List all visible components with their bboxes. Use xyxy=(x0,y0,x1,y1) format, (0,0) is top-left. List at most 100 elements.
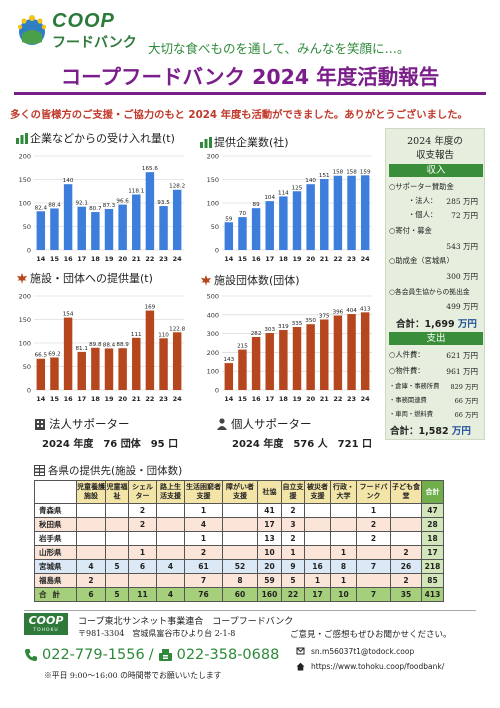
phone-fax-separator: / xyxy=(148,647,154,663)
footer-url-row: https://www.tohoku.coop/foodbank/ xyxy=(296,662,444,671)
footer-feedback-note: ご意見・ご感想もぜひお聞かせください。 xyxy=(290,630,452,640)
y-tick-label: 200 xyxy=(19,153,31,161)
table-cell: 9 xyxy=(281,559,305,574)
y-tick-label: 0 xyxy=(215,387,219,395)
table-cell: 2 xyxy=(128,517,157,532)
bar xyxy=(251,336,261,390)
data-label: 151 xyxy=(319,173,330,179)
footer-email[interactable]: sn.m56037t1@todock.coop xyxy=(311,647,415,656)
expense-label: ・事務関連費 xyxy=(389,397,427,404)
table-row: 青森県 2 1 41 2 1 47 xyxy=(34,503,444,518)
bar xyxy=(159,338,168,390)
data-label: 80.7 xyxy=(89,206,102,212)
table-cell: 160 xyxy=(257,587,282,602)
table-cell xyxy=(156,531,185,546)
bar xyxy=(360,175,370,250)
expense-value: 829 万円 xyxy=(450,383,478,391)
x-tick-label: 14 xyxy=(36,395,46,403)
x-tick-label: 17 xyxy=(77,255,86,263)
income-label: ○サポーター賛助金 xyxy=(389,182,454,191)
table-cell xyxy=(156,503,185,518)
col-header: 路上生活支援 xyxy=(156,480,185,504)
data-label: 154 xyxy=(63,312,74,318)
x-tick-label: 16 xyxy=(64,395,74,403)
bar xyxy=(265,333,274,390)
table-icon xyxy=(34,465,45,476)
y-tick-label: 100 xyxy=(207,200,219,208)
table-cell: 2 xyxy=(356,517,391,532)
intro-text: 多くの皆様方のご支援・ご協力のもと 2024 年度も活動ができました。ありがとう… xyxy=(10,109,468,121)
table-header-row: 児童養護施設 児童福祉 シェルター 路上生活支援 生活困窮者支援 障がい者支援 … xyxy=(34,480,444,504)
table-cell xyxy=(128,573,157,588)
table-cell: 7 xyxy=(356,587,391,602)
data-label: 70 xyxy=(239,211,247,217)
data-label: 165.6 xyxy=(142,166,158,172)
row-total-cell: 413 xyxy=(421,587,444,602)
footer-url[interactable]: https://www.tohoku.coop/foodbank/ xyxy=(311,662,445,671)
contact-phone-row: 022-779-1556 / 022-358-0688 xyxy=(24,647,279,663)
table-cell: 1 xyxy=(330,573,357,588)
col-header: 自立支援 xyxy=(281,480,305,504)
table-cell: 2 xyxy=(390,573,422,588)
table-cell xyxy=(156,573,185,588)
x-tick-label: 17 xyxy=(77,395,86,403)
title-divider xyxy=(14,92,486,95)
table-cell xyxy=(304,531,331,546)
chart-received-tonnage: 0 50 100 150 200 82.4 14 88.4 15 140 16 92.1 17 80.7 1… xyxy=(19,153,186,264)
bar xyxy=(118,348,127,390)
page-title: コープフードバンク 2024 年度活動報告 xyxy=(60,65,440,89)
table-cell xyxy=(128,531,157,546)
income-label: ○各会員生協からの拠出金 xyxy=(389,288,470,296)
data-label: 128.2 xyxy=(169,184,185,190)
phone-number[interactable]: 022-779-1556 xyxy=(42,647,145,663)
data-label: 215 xyxy=(237,344,248,350)
table-cell xyxy=(304,503,331,518)
expense-total-row: 合計：1,582 万円 xyxy=(390,423,471,437)
table-cell: 1 xyxy=(330,545,357,560)
bar xyxy=(306,324,315,390)
table-cell: 1 xyxy=(184,503,223,518)
table-cell: 2 xyxy=(76,573,106,588)
data-label: 158 xyxy=(333,170,344,176)
x-tick-label: 22 xyxy=(145,395,154,403)
chart-provided-tonnage: 0 50 100 150 200 66.5 14 69.2 15 154 16 81.1 17 89.8 1… xyxy=(19,293,186,404)
bar xyxy=(104,208,114,250)
bar xyxy=(50,357,59,390)
data-label: 413 xyxy=(360,306,371,312)
table-cell xyxy=(105,517,129,532)
expense-total-value: 1,582 xyxy=(418,426,449,437)
expense-total-unit: 万円 xyxy=(451,426,471,437)
x-tick-label: 21 xyxy=(320,255,330,263)
x-tick-label: 19 xyxy=(104,395,114,403)
table-cell: 5 xyxy=(105,587,129,602)
income-label: ・法人： xyxy=(408,196,438,205)
table-heading: 各県の提供先(施設・団体数) xyxy=(34,463,182,478)
x-tick-label: 24 xyxy=(173,255,183,263)
bar xyxy=(91,212,100,250)
col-header: 行政・大学 xyxy=(330,480,357,504)
x-tick-label: 19 xyxy=(104,255,114,263)
table-cell: 6 xyxy=(76,587,106,602)
bar xyxy=(132,337,141,390)
bar xyxy=(91,347,100,390)
x-tick-label: 15 xyxy=(50,395,60,403)
x-tick-label: 16 xyxy=(64,255,74,263)
y-tick-label: 300 xyxy=(207,330,219,338)
footer-divider xyxy=(24,610,476,611)
data-label: 122.8 xyxy=(169,326,185,332)
expense-value: 961 万円 xyxy=(446,367,478,376)
row-total-cell: 18 xyxy=(421,531,444,546)
chart3-title: 施設・団体への提供量(t) xyxy=(30,272,153,285)
table-row: 宮城県 4 5 6 4 61 52 20 9 16 8 7 26 218 xyxy=(34,559,444,574)
table-cell: 10 xyxy=(330,587,357,602)
row-total-cell: 218 xyxy=(421,559,444,574)
table-cell xyxy=(76,545,106,560)
table-cell: 6 xyxy=(128,559,157,574)
row-total-cell: 47 xyxy=(421,503,444,518)
x-tick-label: 22 xyxy=(333,395,342,403)
table-cell xyxy=(390,531,422,546)
x-tick-label: 18 xyxy=(91,255,101,263)
table-corner xyxy=(34,480,77,504)
expense-label: ○人件費： xyxy=(389,350,425,359)
col-header: フードバンク xyxy=(356,480,391,504)
